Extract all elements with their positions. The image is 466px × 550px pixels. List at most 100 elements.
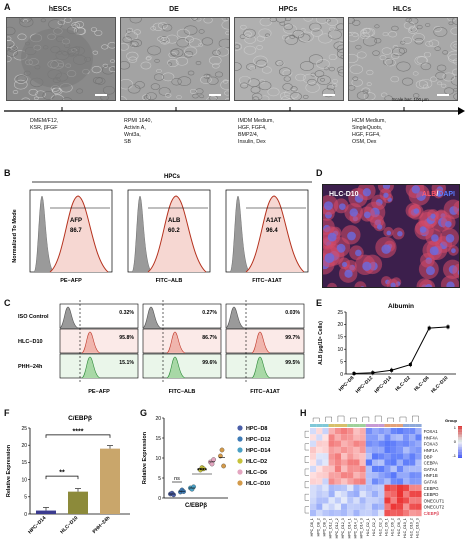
x-axis-label: FITC−A1AT [250,389,280,395]
y-tick-label: 15 [155,436,161,442]
percent-value: 95.8% [119,335,134,341]
cell-outline [336,44,343,54]
cell-outline [310,72,316,77]
cell-outline [102,85,115,95]
gene-label: ONECUT1 [424,498,445,503]
cell-outline [175,56,189,66]
heat-cell [353,440,360,447]
cell-outline [402,36,412,44]
cell-outline [128,56,138,63]
heat-cell [316,459,323,466]
y-tick-label: 0 [340,372,343,378]
heat-cell [316,472,323,479]
heat-cell [390,484,397,491]
cell-outline [316,59,330,69]
x-tick-label: HLC−D10 [430,375,450,395]
cell-outline [14,74,28,84]
heat-cell [384,440,391,447]
cell-outline [366,69,374,76]
percent-value: 0.27% [202,310,217,316]
sample-label: HPC_D12_3 [341,518,345,538]
dapi-nucleus [451,248,456,254]
cell-outline [295,73,306,82]
cell-outline [434,46,441,51]
heat-cell [341,434,348,441]
cell-outline [153,73,165,81]
heat-cell [334,453,341,460]
cell-outline [448,21,454,26]
heat-cell [403,484,410,491]
cell-outline [322,88,335,98]
cell-outline [300,28,306,32]
cell-outline [170,48,184,58]
cell-outline [183,25,198,36]
scale-cell [458,440,462,442]
cell-outline [414,37,424,45]
cell-outline [309,22,322,32]
hist-curve [81,331,101,354]
heat-cell [384,465,391,473]
heat-cell [341,484,348,491]
heat-cell [396,491,403,498]
sample-label: HLC_D6_1 [385,518,389,536]
group-cell [310,424,317,427]
heat-cell [322,453,329,460]
cell-outline [162,40,168,44]
heat-cell [378,503,385,510]
cell-outline [198,29,205,34]
y-tick-label: 0 [158,496,161,502]
heat-cell [365,484,372,491]
heat-cell [384,478,391,485]
scale-bar-mark [95,94,107,96]
cell-outline [412,33,425,42]
legend-label: HLC−D10 [246,481,270,487]
immunofluorescence-image: HLC-D10 ALB/DAPI [322,184,460,288]
heat-cell [415,453,422,460]
sample-label: HLC_D6_3 [397,518,401,536]
hist-box [142,328,222,354]
panel-label-a: A [4,2,11,12]
x-tick-label: PHH−24h [92,515,112,535]
heat-cell [347,465,354,473]
cell-outline [40,18,46,23]
cell-outline [447,50,457,61]
cell-outline [224,98,229,100]
legend-label: HLC−D6 [246,470,267,476]
y-tick-label: 10 [155,456,161,462]
legend-marker [237,469,243,475]
heat-cell [310,478,317,485]
heat-cell [353,497,360,504]
cell-outline [282,69,293,77]
sample-label: HPC_D8_1 [310,518,314,536]
marker-name: A1AT [266,218,282,224]
heat-cell [341,440,348,447]
heat-cell [378,478,385,485]
heat-cell [415,459,422,466]
percent-value: 0.03% [285,310,300,316]
heat-cell [384,491,391,498]
heat-cell [409,472,416,479]
dapi-nucleus [323,201,333,211]
cell-outline [261,66,272,74]
cell-outline [235,44,241,49]
cell-outline [278,67,292,77]
heat-cell [384,484,391,491]
heat-cell [365,434,372,441]
cell-outline [360,27,374,38]
cell-outline [57,19,66,26]
legend-marker [237,447,243,453]
y-tick-label: 10 [21,477,27,483]
col-dendrogram [337,415,345,422]
dapi-nucleus [386,230,392,236]
scatter-point [209,461,215,467]
scale-cell [458,451,462,454]
stage-title-2: HPCs [278,6,298,13]
heat-cell [396,453,403,460]
heat-cell [396,465,403,473]
sample-label: HLC_D10_3 [416,518,420,538]
heat-cell [341,497,348,504]
cell-outline [207,76,219,85]
dapi-nucleus [327,232,337,242]
dapi-nucleus [431,234,439,242]
heat-cell [316,478,323,485]
